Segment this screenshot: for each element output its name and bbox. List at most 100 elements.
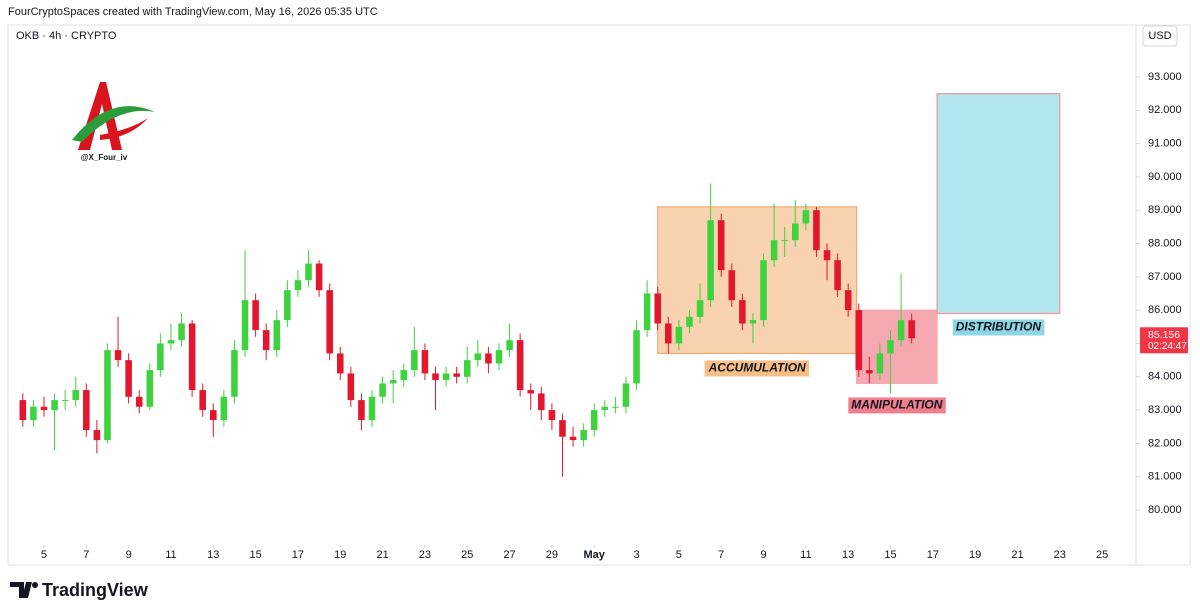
watermark: @X_Four_iv: [81, 153, 128, 162]
candle-body: [241, 300, 249, 351]
x-tick-label: 5: [41, 549, 47, 561]
candle-body: [167, 340, 175, 344]
brand-icon: [10, 582, 32, 598]
x-tick-label: 7: [718, 549, 724, 561]
panel-border: [7, 24, 1191, 566]
candle-body: [178, 323, 185, 341]
candle-body: [347, 373, 355, 401]
x-tick-label: 15: [884, 549, 896, 561]
x-tick-label: 29: [546, 549, 558, 561]
logo: [72, 82, 155, 150]
candle-body: [51, 400, 58, 411]
y-tick-label: 81.000: [1148, 471, 1182, 483]
candle-body: [400, 370, 408, 381]
candle-body: [61, 400, 69, 402]
candle-body: [717, 220, 725, 271]
candle-body: [474, 353, 482, 361]
candle-body: [665, 323, 672, 344]
candle-body: [30, 406, 37, 421]
candle-body: [590, 410, 598, 431]
y-tick-label: 86.000: [1148, 304, 1182, 316]
candle-body: [19, 400, 27, 421]
y-tick-label: 84.000: [1148, 371, 1182, 383]
zone-label-bg: [952, 319, 1045, 336]
candle-body: [908, 320, 915, 339]
candle-body: [135, 396, 143, 407]
price-label-bg: [1140, 327, 1188, 354]
zone-label-bg: [848, 397, 946, 414]
candle-body: [368, 396, 376, 421]
price-label: 85.156: [1148, 329, 1180, 341]
x-tick-label: 17: [927, 549, 939, 561]
candle-body: [199, 390, 206, 411]
candle-body: [813, 210, 820, 251]
x-tick-label: 23: [1054, 549, 1066, 561]
x-tick-label: 21: [1011, 549, 1023, 561]
candle-body: [749, 320, 757, 324]
zone-label: DISTRIBUTION: [956, 320, 1042, 334]
x-tick-label: 13: [207, 549, 219, 561]
candle-body: [188, 323, 196, 391]
candle-body: [686, 316, 693, 327]
candle-body: [326, 290, 333, 354]
candle-body: [411, 350, 418, 371]
candle-body: [305, 263, 312, 281]
x-tick-label: 9: [760, 549, 766, 561]
y-tick-label: 92.000: [1148, 104, 1182, 116]
x-tick-label: 11: [165, 549, 176, 561]
candle-body: [559, 420, 566, 437]
candle-body: [252, 300, 259, 331]
candle-body: [432, 373, 439, 381]
y-tick-label: 83.000: [1148, 404, 1182, 416]
zone-label-bg: [704, 360, 810, 377]
zones: [657, 93, 1061, 385]
candle-body: [802, 210, 810, 224]
candle-body: [897, 320, 905, 341]
x-tick-label: 9: [126, 549, 132, 561]
candle-body: [538, 393, 545, 411]
brand: TradingView: [42, 580, 149, 600]
candle-body: [284, 290, 291, 321]
candle-body: [580, 430, 587, 441]
y-tick-label: 82.000: [1148, 437, 1182, 449]
candle-body: [739, 300, 746, 324]
candle-body: [40, 406, 48, 411]
candle-body: [262, 330, 270, 351]
candle-body: [760, 260, 767, 321]
candle-body: [114, 350, 122, 361]
x-tick-label: 15: [249, 549, 261, 561]
symbol-info: OKB · 4h · CRYPTO: [16, 30, 117, 42]
candle-body: [622, 383, 630, 407]
candle-body: [866, 370, 873, 374]
candle-body: [654, 293, 661, 324]
x-tick-label: 25: [1096, 549, 1108, 561]
candle-body: [527, 390, 535, 394]
candle-body: [516, 340, 524, 391]
x-tick-label: 3: [633, 549, 639, 561]
candle-body: [485, 353, 492, 364]
candle-body: [315, 263, 323, 291]
candle-body: [548, 410, 556, 421]
candle-body: [506, 340, 513, 351]
candle-body: [612, 406, 619, 408]
candle-body: [855, 310, 863, 371]
candle-body: [876, 353, 884, 374]
y-tick-label: 93.000: [1148, 71, 1182, 83]
x-tick-label: 25: [461, 549, 473, 561]
x-tick-label: 23: [419, 549, 431, 561]
zone-box: [657, 206, 858, 355]
candle-body: [495, 350, 503, 364]
zone-label: ACCUMULATION: [708, 361, 806, 375]
candle-body: [728, 270, 736, 301]
candle-body: [569, 436, 577, 441]
candle-body: [83, 390, 90, 431]
y-tick-label: 91.000: [1148, 138, 1182, 150]
candle-body: [834, 260, 841, 291]
candle-body: [72, 390, 80, 401]
candle-body: [696, 300, 704, 317]
candle-body: [220, 396, 228, 421]
zone-label: MANIPULATION: [851, 398, 942, 412]
logo-swoosh2: [100, 118, 148, 140]
x-tick-label: 19: [969, 549, 981, 561]
